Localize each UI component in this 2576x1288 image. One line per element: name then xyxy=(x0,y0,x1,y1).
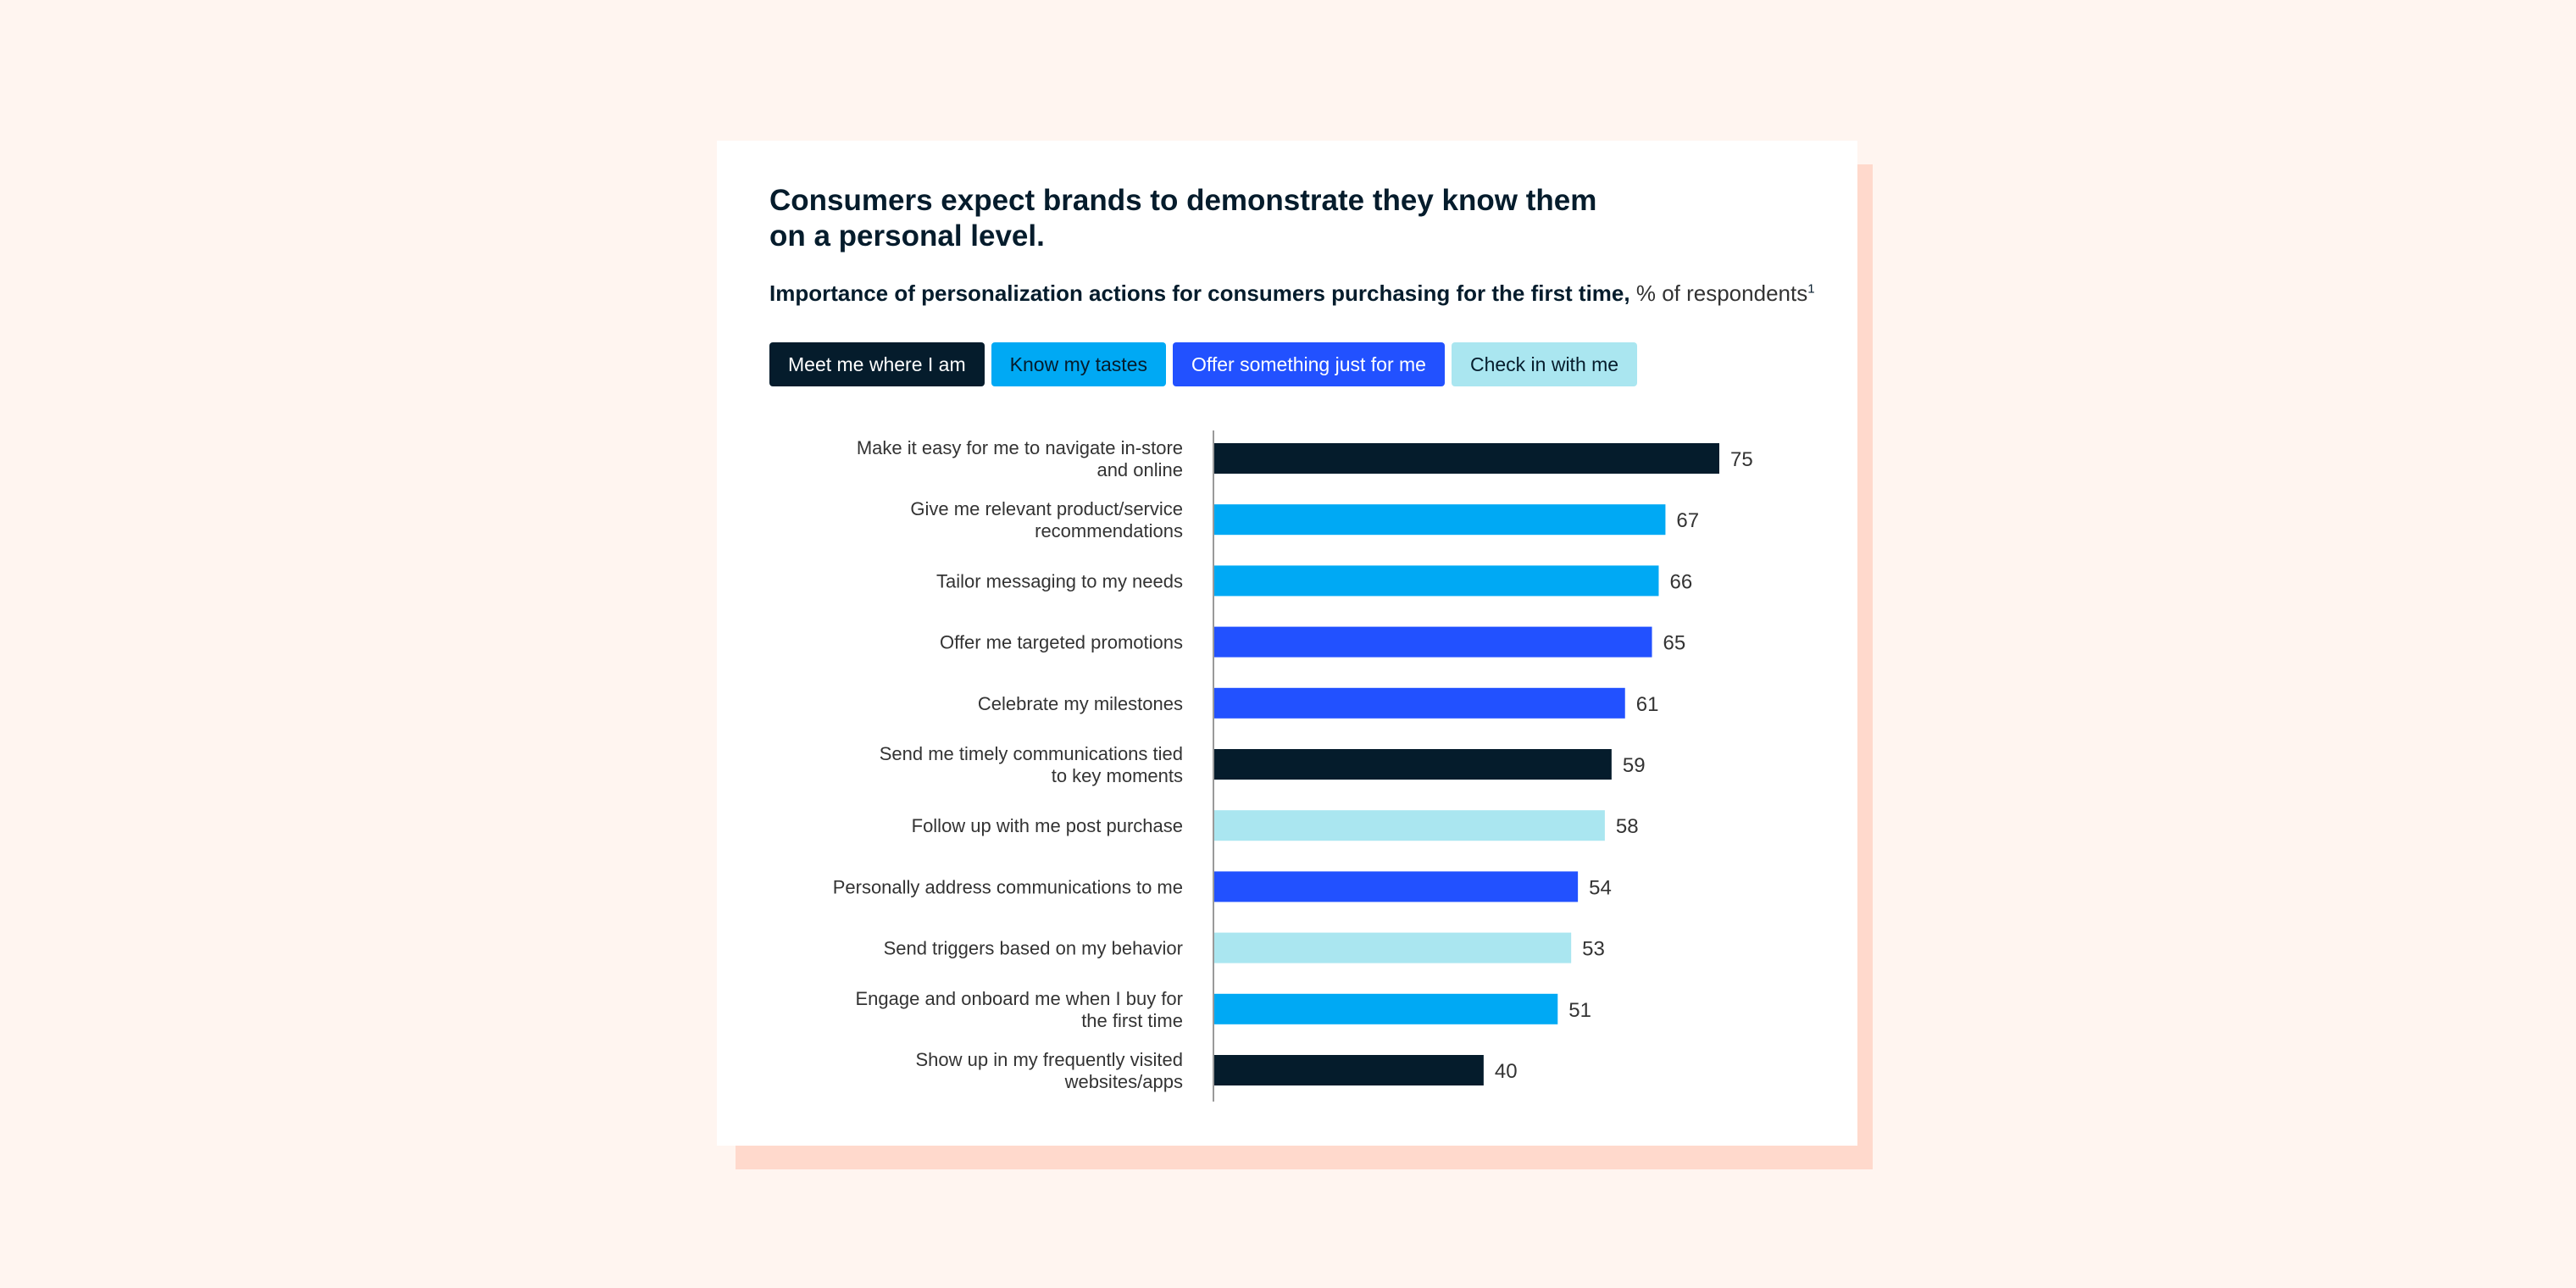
category-label: recommendations xyxy=(1035,520,1183,541)
category-label: Follow up with me post purchase xyxy=(912,815,1183,836)
category-label: Show up in my frequently visited xyxy=(916,1049,1184,1070)
chart-subtitle: Importance of personalization actions fo… xyxy=(769,280,1815,307)
bar-value-label: 53 xyxy=(1582,938,1605,961)
subtitle-bold: Importance of personalization actions fo… xyxy=(769,280,1630,306)
bar-value-label: 40 xyxy=(1495,1060,1518,1083)
bar xyxy=(1214,565,1659,597)
legend-filter-group: Meet me where I am Know my tastes Offer so… xyxy=(769,342,1638,386)
category-label: and online xyxy=(1096,459,1183,480)
category-label: the first time xyxy=(1081,1010,1183,1031)
bar xyxy=(1214,749,1612,780)
bar-chart: 75 Make it easy for me to navigate in-sto… xyxy=(833,430,1753,1102)
bar xyxy=(1214,993,1558,1024)
category-label: websites/apps xyxy=(1064,1071,1183,1092)
chart-card: Consumers expect brands to demonstrate t… xyxy=(717,141,1857,1146)
category-label: to key moments xyxy=(1052,765,1183,786)
category-label: Personally address communications to me xyxy=(833,876,1183,897)
legend-button-know-my-tastes[interactable]: Know my tastes xyxy=(991,342,1166,386)
bar-value-label: 61 xyxy=(1636,693,1659,716)
bar xyxy=(1214,810,1605,841)
subtitle-unit: % of respondents xyxy=(1635,280,1808,306)
bar-value-label: 75 xyxy=(1730,448,1753,471)
bar-value-label: 65 xyxy=(1663,632,1686,655)
bar xyxy=(1214,443,1719,474)
bar xyxy=(1214,626,1652,658)
bar-value-label: 58 xyxy=(1616,815,1639,838)
category-label: Tailor messaging to my needs xyxy=(936,570,1183,591)
bar xyxy=(1214,1055,1484,1085)
bar-value-label: 51 xyxy=(1568,999,1591,1022)
legend-button-meet-me-where-i-am[interactable]: Meet me where I am xyxy=(769,342,985,386)
category-label: Engage and onboard me when I buy for xyxy=(856,988,1184,1009)
bar-value-label: 66 xyxy=(1669,570,1692,593)
category-label: Celebrate my milestones xyxy=(978,693,1183,714)
bar-value-label: 67 xyxy=(1676,509,1699,532)
category-label: Send triggers based on my behavior xyxy=(884,938,1183,959)
bar xyxy=(1214,687,1625,719)
bar-value-label: 59 xyxy=(1623,754,1646,777)
chart-title: Consumers expect brands to demonstrate t… xyxy=(769,184,1597,253)
subtitle-footnote: 1 xyxy=(1807,281,1815,297)
legend-button-check-in-with-me[interactable]: Check in with me xyxy=(1451,342,1638,386)
legend-button-offer-something-just-for-me[interactable]: Offer something just for me xyxy=(1172,342,1445,386)
bar xyxy=(1214,504,1666,536)
bar xyxy=(1214,932,1572,963)
bar-value-label: 54 xyxy=(1589,876,1612,899)
category-label: Give me relevant product/service xyxy=(910,498,1183,519)
bar xyxy=(1214,871,1579,902)
category-label: Send me timely communications tied xyxy=(880,743,1183,764)
category-label: Make it easy for me to navigate in-store xyxy=(857,437,1183,458)
category-label: Offer me targeted promotions xyxy=(940,632,1183,653)
